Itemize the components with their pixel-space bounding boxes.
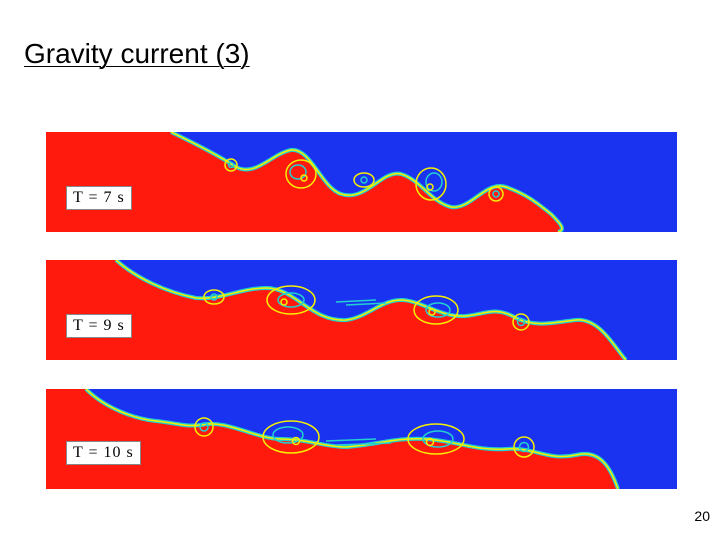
density-field-t9	[114, 260, 677, 360]
time-label: T = 7 s	[66, 186, 132, 210]
simulation-panel-t10: T = 10 s	[46, 389, 677, 489]
time-label: T = 10 s	[66, 441, 141, 465]
slide-title: Gravity current (3)	[24, 38, 250, 69]
time-label: T = 9 s	[66, 314, 132, 338]
simulation-panel-t7: T = 7 s	[46, 132, 677, 232]
page-number: 20	[694, 508, 710, 524]
simulation-panel-t9: T = 9 s	[46, 260, 677, 360]
density-field-t10	[84, 389, 677, 489]
density-field-t7	[170, 132, 677, 232]
